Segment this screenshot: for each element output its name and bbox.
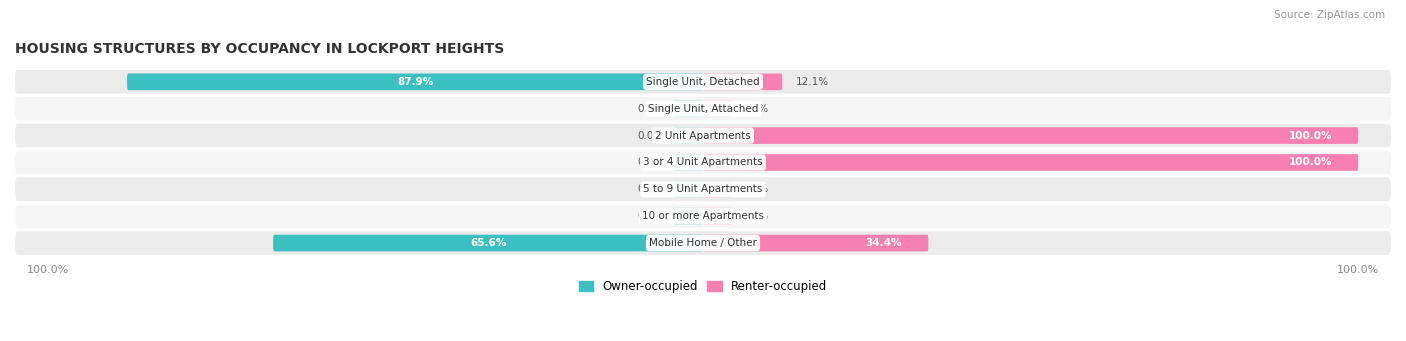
Text: 0.0%: 0.0% [637, 104, 664, 114]
FancyBboxPatch shape [273, 235, 703, 251]
Text: 10 or more Apartments: 10 or more Apartments [643, 211, 763, 221]
Text: 87.9%: 87.9% [396, 77, 433, 87]
FancyBboxPatch shape [703, 154, 1358, 171]
Text: 0.0%: 0.0% [637, 131, 664, 140]
FancyBboxPatch shape [673, 181, 703, 198]
Text: 3 or 4 Unit Apartments: 3 or 4 Unit Apartments [643, 158, 763, 167]
Text: 100.0%: 100.0% [1288, 158, 1331, 167]
Legend: Owner-occupied, Renter-occupied: Owner-occupied, Renter-occupied [574, 275, 832, 298]
Text: 5 to 9 Unit Apartments: 5 to 9 Unit Apartments [644, 184, 762, 194]
Text: 0.0%: 0.0% [742, 184, 769, 194]
Text: 0.0%: 0.0% [637, 184, 664, 194]
FancyBboxPatch shape [703, 208, 733, 224]
FancyBboxPatch shape [15, 70, 1391, 94]
Text: 0.0%: 0.0% [637, 158, 664, 167]
FancyBboxPatch shape [15, 204, 1391, 228]
FancyBboxPatch shape [15, 177, 1391, 201]
Text: 0.0%: 0.0% [637, 211, 664, 221]
Text: 12.1%: 12.1% [796, 77, 828, 87]
FancyBboxPatch shape [703, 181, 733, 198]
FancyBboxPatch shape [703, 235, 928, 251]
Text: 0.0%: 0.0% [742, 104, 769, 114]
Text: 65.6%: 65.6% [470, 238, 506, 248]
Text: 34.4%: 34.4% [866, 238, 903, 248]
Text: Mobile Home / Other: Mobile Home / Other [650, 238, 756, 248]
FancyBboxPatch shape [15, 124, 1391, 147]
FancyBboxPatch shape [673, 154, 703, 171]
Text: HOUSING STRUCTURES BY OCCUPANCY IN LOCKPORT HEIGHTS: HOUSING STRUCTURES BY OCCUPANCY IN LOCKP… [15, 42, 505, 56]
Text: Source: ZipAtlas.com: Source: ZipAtlas.com [1274, 10, 1385, 20]
FancyBboxPatch shape [703, 100, 733, 117]
FancyBboxPatch shape [15, 97, 1391, 120]
FancyBboxPatch shape [673, 127, 703, 144]
FancyBboxPatch shape [15, 151, 1391, 174]
FancyBboxPatch shape [673, 208, 703, 224]
Text: Single Unit, Attached: Single Unit, Attached [648, 104, 758, 114]
Text: 0.0%: 0.0% [742, 211, 769, 221]
FancyBboxPatch shape [703, 74, 782, 90]
Text: Single Unit, Detached: Single Unit, Detached [647, 77, 759, 87]
FancyBboxPatch shape [15, 231, 1391, 255]
Text: 2 Unit Apartments: 2 Unit Apartments [655, 131, 751, 140]
Text: 100.0%: 100.0% [1288, 131, 1331, 140]
FancyBboxPatch shape [127, 74, 703, 90]
FancyBboxPatch shape [673, 100, 703, 117]
FancyBboxPatch shape [703, 127, 1358, 144]
